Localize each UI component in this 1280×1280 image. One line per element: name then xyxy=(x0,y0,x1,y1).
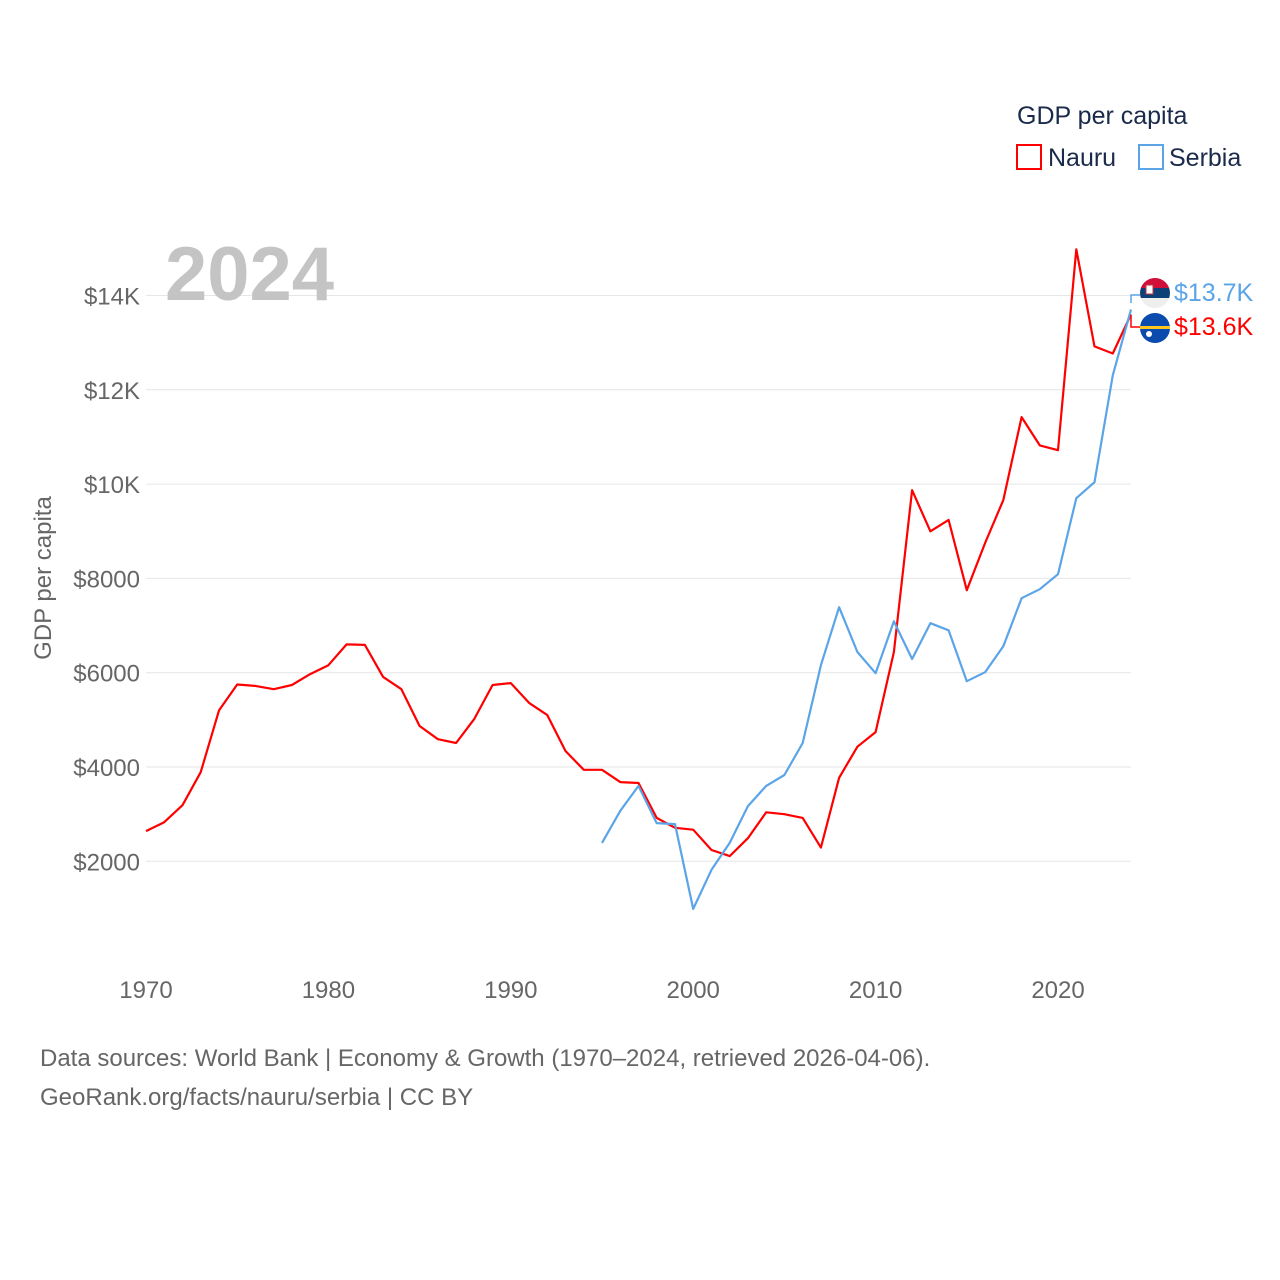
end-label-nauru: $13.6K xyxy=(1130,313,1254,343)
end-label-serbia: $13.7K xyxy=(1130,278,1254,308)
svg-text:$13.7K: $13.7K xyxy=(1174,279,1254,307)
svg-text:$13.6K: $13.6K xyxy=(1174,313,1254,341)
year-watermark: 2024 xyxy=(165,232,334,317)
x-tick-label: 2020 xyxy=(1031,977,1084,1004)
y-tick-label: $2000 xyxy=(73,849,140,876)
series-line-serbia[interactable] xyxy=(601,309,1133,911)
y-tick-label: $8000 xyxy=(73,566,140,593)
legend-label-serbia[interactable]: Serbia xyxy=(1169,144,1241,172)
legend-swatch-serbia[interactable] xyxy=(1138,144,1164,170)
x-tick-label: 2010 xyxy=(849,977,902,1004)
y-tick-label: $6000 xyxy=(73,661,140,688)
y-tick-label: $10K xyxy=(84,472,140,499)
x-tick-label: 1980 xyxy=(302,977,355,1004)
x-tick-label: 1990 xyxy=(484,977,537,1004)
source-line-2[interactable]: GeoRank.org/facts/nauru/serbia | CC BY xyxy=(40,1084,474,1111)
y-axis-label: GDP per capita xyxy=(30,496,57,660)
legend-title: GDP per capita xyxy=(1017,102,1188,130)
y-tick-label: $12K xyxy=(84,378,140,405)
x-tick-label: 1970 xyxy=(119,977,172,1004)
legend-swatch-nauru[interactable] xyxy=(1016,144,1042,170)
nauru-flag-icon xyxy=(1140,313,1170,343)
y-tick-label: $14K xyxy=(84,284,140,311)
source-line-1: Data sources: World Bank | Economy & Gro… xyxy=(40,1045,931,1072)
legend-label-nauru[interactable]: Nauru xyxy=(1048,144,1116,172)
x-tick-label: 2000 xyxy=(667,977,720,1004)
serbia-flag-icon xyxy=(1140,278,1170,308)
series-line-nauru[interactable] xyxy=(145,248,1132,858)
y-tick-label: $4000 xyxy=(73,755,140,782)
